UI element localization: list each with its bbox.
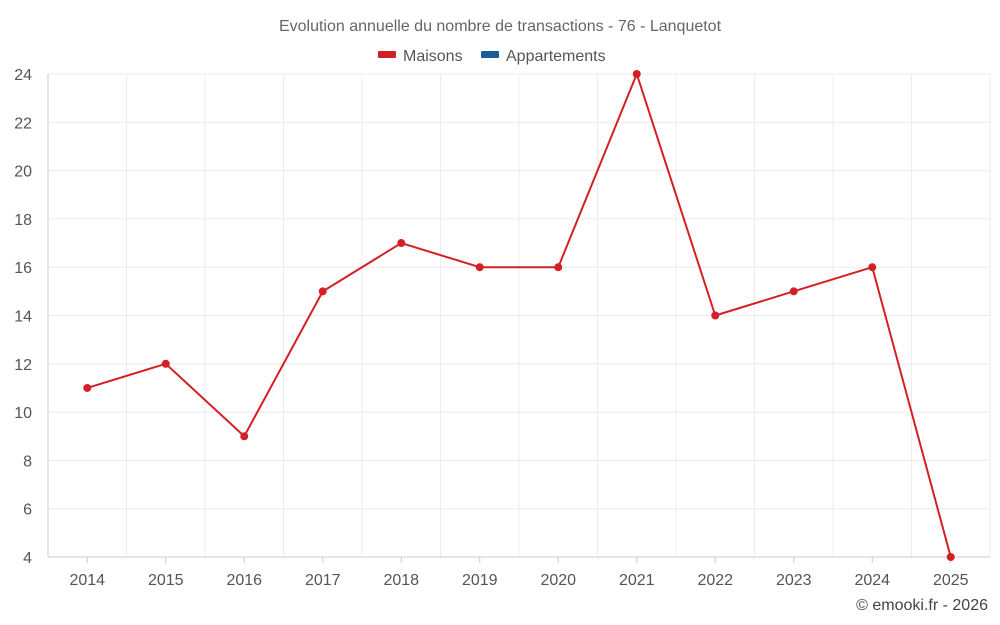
y-tick-label: 22: [14, 115, 32, 132]
x-tick-label: 2015: [148, 572, 184, 589]
data-point-maisons-2020[interactable]: [554, 263, 563, 272]
data-point-maisons-2021[interactable]: [632, 70, 641, 78]
legend-label-maisons: Maisons: [403, 48, 463, 65]
data-point-maisons-2015[interactable]: [161, 359, 170, 368]
chart-legend: Maisons Appartements: [378, 48, 606, 65]
legend-swatch-appartements: [481, 51, 499, 58]
data-point-maisons-2018[interactable]: [397, 239, 406, 248]
x-tick-label: 2014: [69, 572, 105, 589]
x-tick-label: 2020: [540, 572, 576, 589]
y-tick-label: 14: [14, 309, 32, 326]
y-tick-label: 24: [14, 67, 32, 84]
y-tick-label: 4: [23, 550, 32, 567]
x-tick-label: 2019: [462, 572, 498, 589]
x-tick-label: 2022: [697, 572, 733, 589]
data-point-maisons-2025[interactable]: [946, 553, 955, 561]
y-tick-label: 16: [14, 260, 32, 277]
data-point-maisons-2019[interactable]: [475, 263, 484, 272]
x-tick-label: 2018: [383, 572, 419, 589]
credit-text: © emooki.fr - 2026: [856, 597, 988, 614]
y-tick-label: 8: [23, 453, 32, 470]
x-tick-label: 2016: [226, 572, 262, 589]
legend-label-appartements: Appartements: [506, 48, 606, 65]
data-point-maisons-2024[interactable]: [868, 263, 877, 272]
x-tick-label: 2023: [776, 572, 812, 589]
legend-item-appartements[interactable]: Appartements: [481, 48, 606, 65]
data-point-maisons-2014[interactable]: [83, 383, 92, 392]
legend-item-maisons[interactable]: Maisons: [378, 48, 463, 65]
series-line-maisons: [86, 73, 952, 558]
y-tick-label: 18: [14, 212, 32, 229]
y-tick-label: 6: [23, 502, 32, 519]
x-tick-label: 2025: [933, 572, 969, 589]
legend-swatch-maisons: [378, 51, 396, 58]
x-tick-label: 2017: [305, 572, 341, 589]
chart-title: Evolution annuelle du nombre de transact…: [279, 18, 722, 35]
data-point-maisons-2022[interactable]: [711, 311, 720, 320]
x-tick-label: 2024: [854, 572, 890, 589]
y-tick-label: 10: [14, 405, 32, 422]
x-tick-label: 2021: [619, 572, 655, 589]
data-point-maisons-2017[interactable]: [318, 287, 327, 296]
data-point-maisons-2016[interactable]: [240, 432, 249, 441]
y-tick-label: 12: [14, 357, 32, 374]
y-tick-label: 20: [14, 164, 32, 181]
data-point-maisons-2023[interactable]: [789, 287, 798, 296]
